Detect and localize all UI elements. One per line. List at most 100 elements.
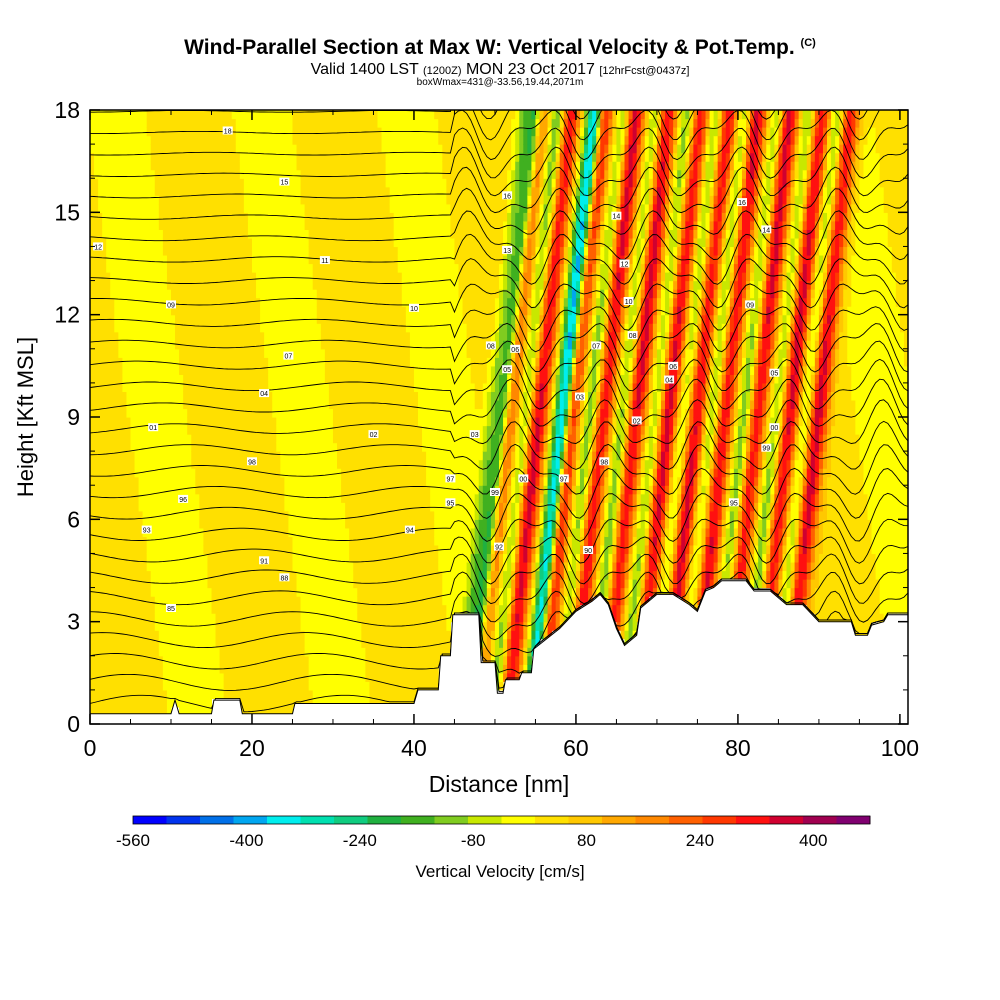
- velocity-cell: [118, 451, 123, 461]
- velocity-cell: [122, 706, 128, 717]
- velocity-cell: [361, 672, 366, 682]
- velocity-cell: [369, 110, 375, 120]
- velocity-cell: [211, 519, 217, 529]
- velocity-cell: [345, 331, 350, 341]
- velocity-cell: [341, 510, 346, 520]
- velocity-cell: [98, 323, 103, 333]
- velocity-cell: [110, 161, 115, 171]
- velocity-cell: [219, 417, 225, 427]
- velocity-cell: [150, 544, 156, 555]
- velocity-cell: [264, 434, 269, 444]
- velocity-cell: [150, 451, 156, 461]
- velocity-cell: [251, 135, 257, 145]
- velocity-cell: [175, 323, 180, 333]
- velocity-cell: [203, 382, 209, 393]
- velocity-cell: [361, 493, 366, 503]
- velocity-cell: [308, 553, 314, 563]
- velocity-cell: [90, 186, 95, 196]
- velocity-cell: [251, 527, 257, 537]
- velocity-cell: [191, 246, 196, 256]
- velocity-cell: [320, 323, 326, 333]
- velocity-cell: [126, 161, 132, 171]
- velocity-cell: [122, 672, 128, 682]
- velocity-cell: [215, 579, 221, 589]
- velocity-cell: [369, 237, 375, 248]
- velocity-cell: [276, 451, 281, 461]
- velocity-cell: [162, 237, 168, 248]
- velocity-cell: [341, 323, 346, 333]
- velocity-cell: [284, 536, 290, 546]
- velocity-cell: [219, 638, 225, 648]
- velocity-cell: [373, 596, 379, 606]
- velocity-cell: [296, 220, 302, 230]
- velocity-cell: [288, 476, 294, 486]
- velocity-cell: [207, 561, 213, 572]
- velocity-cell: [243, 468, 249, 478]
- velocity-cell: [191, 451, 196, 461]
- velocity-cell: [203, 587, 209, 597]
- velocity-cell: [373, 502, 379, 512]
- velocity-cell: [268, 459, 273, 469]
- velocity-cell: [203, 289, 209, 299]
- velocity-cell: [332, 698, 338, 708]
- velocity-cell: [349, 340, 354, 350]
- velocity-cell: [231, 468, 237, 478]
- velocity-cell: [268, 604, 273, 614]
- velocity-cell: [324, 169, 330, 179]
- velocity-cell: [114, 561, 119, 572]
- velocity-cell: [349, 647, 354, 657]
- velocity-cell: [175, 306, 180, 316]
- velocity-cell: [207, 263, 213, 273]
- velocity-cell: [357, 476, 362, 486]
- velocity-cell: [369, 536, 375, 546]
- velocity-cell: [264, 127, 269, 137]
- velocity-cell: [102, 579, 107, 589]
- velocity-cell: [369, 596, 375, 606]
- velocity-cell: [292, 459, 298, 469]
- velocity-cell: [332, 272, 338, 282]
- velocity-cell: [98, 621, 103, 631]
- velocity-cell: [98, 365, 103, 375]
- velocity-cell: [199, 254, 204, 265]
- velocity-cell: [268, 314, 273, 324]
- velocity-cell: [142, 621, 148, 631]
- velocity-cell: [183, 681, 188, 691]
- velocity-cell: [316, 468, 322, 478]
- velocity-cell: [373, 485, 379, 495]
- velocity-cell: [138, 613, 144, 623]
- velocity-cell: [268, 263, 273, 273]
- velocity-cell: [341, 638, 346, 648]
- velocity-cell: [276, 263, 281, 273]
- velocity-cell: [199, 340, 204, 350]
- velocity-cell: [207, 579, 213, 589]
- velocity-cell: [231, 451, 237, 461]
- velocity-cell: [90, 425, 95, 435]
- velocity-cell: [345, 553, 350, 563]
- velocity-cell: [320, 340, 326, 350]
- velocity-cell: [316, 655, 322, 665]
- velocity-cell: [187, 613, 192, 623]
- velocity-cell: [114, 374, 119, 384]
- velocity-cell: [203, 655, 209, 665]
- velocity-cell: [300, 331, 306, 341]
- velocity-cell: [142, 229, 148, 239]
- velocity-cell: [365, 323, 371, 333]
- velocity-cell: [324, 485, 330, 495]
- velocity-cell: [231, 596, 237, 606]
- velocity-cell: [130, 254, 136, 265]
- velocity-cell: [276, 655, 281, 665]
- velocity-cell: [292, 348, 298, 358]
- velocity-cell: [138, 510, 144, 520]
- velocity-cell: [357, 340, 362, 350]
- velocity-cell: [170, 212, 176, 222]
- velocity-cell: [288, 706, 294, 717]
- velocity-cell: [247, 186, 253, 196]
- velocity-cell: [272, 587, 277, 597]
- velocity-cell: [154, 272, 160, 282]
- velocity-cell: [296, 544, 302, 555]
- velocity-cell: [292, 510, 298, 520]
- velocity-cell: [365, 178, 371, 188]
- velocity-cell: [126, 485, 132, 495]
- velocity-cell: [251, 425, 257, 435]
- velocity-cell: [175, 459, 180, 469]
